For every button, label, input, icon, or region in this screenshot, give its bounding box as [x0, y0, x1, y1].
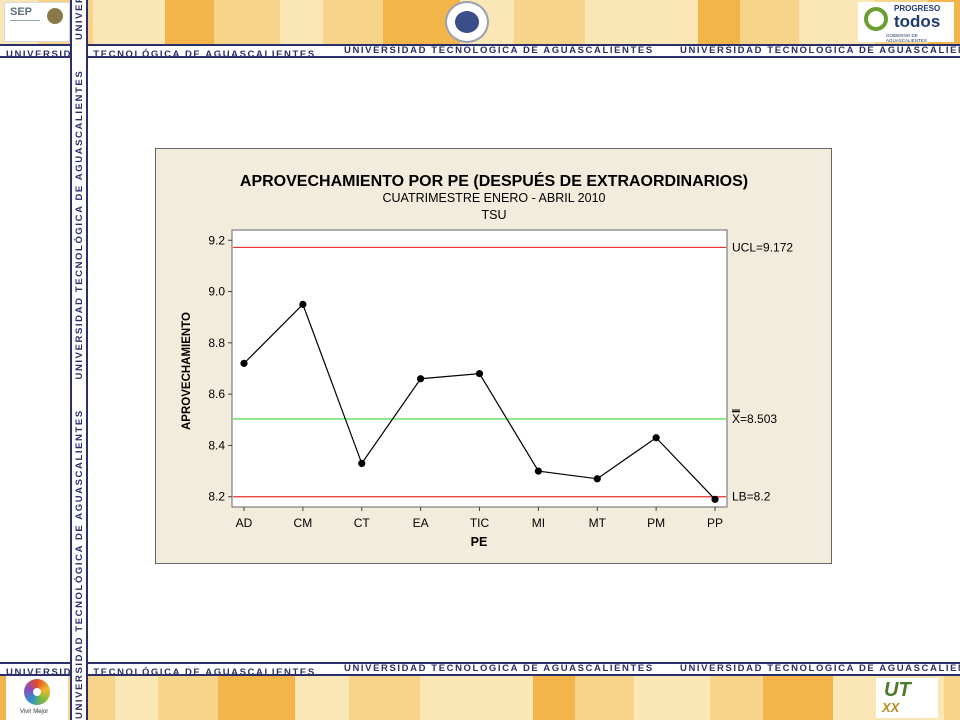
- band-tile: [575, 676, 634, 720]
- x-tick-label: MT: [589, 516, 607, 530]
- y-tick-label: 8.2: [208, 490, 225, 504]
- band-tile: [585, 0, 633, 44]
- control-chart: APROVECHAMIENTO POR PE (DESPUÉS DE EXTRA…: [181, 171, 793, 549]
- band-tile: [468, 676, 533, 720]
- chart-subtitle: CUATRIMESTRE ENERO - ABRIL 2010: [383, 191, 606, 205]
- y-tick-label: 8.4: [208, 438, 225, 452]
- data-point: [711, 495, 719, 503]
- footer-band: [0, 676, 960, 720]
- footer-strip-text-1: UNIVERSIDAD TECNOLÓGICA DE AGUASCALIENTE…: [6, 667, 316, 676]
- data-point: [240, 359, 248, 367]
- header-strip-text-3: UNIVERSIDAD TECNOLÓGICA DE AGUASCALIENTE…: [680, 45, 960, 56]
- vertical-strip: UNIVERSIDAD TECNOLÓGICA DE AGUASCALIENTE…: [70, 0, 88, 720]
- header-strip-text-2: UNIVERSIDAD TECNOLÓGICA DE AGUASCALIENTE…: [344, 45, 654, 56]
- data-point: [593, 475, 601, 483]
- sep-logo: SEP: [4, 2, 70, 42]
- header-strip: UNIVERSIDAD TECNOLÓGICA DE AGUASCALIENTE…: [0, 44, 960, 58]
- band-tile: [833, 676, 880, 720]
- data-point: [417, 375, 425, 383]
- mexico-seal-icon: [47, 8, 63, 24]
- ucl-label: UCL=9.172: [732, 240, 793, 254]
- x-tick-label: PM: [647, 516, 665, 530]
- band-tile: [158, 676, 218, 720]
- band-tile: [633, 0, 698, 44]
- vertical-strip-text: UNIVERSIDAD TECNOLÓGICA DE AGUASCALIENTE…: [74, 0, 85, 719]
- y-tick-label: 8.6: [208, 387, 225, 401]
- xx-logo-text: XX: [882, 700, 900, 715]
- footer-strip-text-2: UNIVERSIDAD TECNOLÓGICA DE AGUASCALIENTE…: [344, 663, 654, 674]
- band-tile: [710, 676, 763, 720]
- series-line: [240, 300, 719, 503]
- university-seal-icon: [445, 1, 489, 43]
- footer-strip: UNIVERSIDAD TECNOLÓGICA DE AGUASCALIENTE…: [0, 662, 960, 676]
- y-axis: 8.2 8.4 8.6 8.8 9.0 9.2: [208, 233, 232, 504]
- x-tick-label: AD: [236, 516, 253, 530]
- y-tick-label: 8.8: [208, 336, 225, 350]
- lcl-label: LB=8.2: [732, 490, 771, 504]
- data-point: [299, 300, 307, 308]
- data-point: [358, 459, 366, 467]
- x-tick-label: TIC: [470, 516, 490, 530]
- data-point: [475, 370, 484, 378]
- footer-strip-text-3: UNIVERSIDAD TECNOLÓGICA DE AGUASCALIENTE…: [680, 663, 960, 674]
- mean-label-symbol: X: [732, 412, 740, 426]
- mean-label: X=8.503: [732, 412, 777, 426]
- band-tile: [280, 0, 323, 44]
- band-tile: [420, 676, 468, 720]
- x-tick-label: MI: [532, 516, 545, 530]
- ut-logo-text: UT: [884, 679, 911, 701]
- band-tile: [218, 676, 295, 720]
- vivir-mejor-label: Vivir Mejor: [20, 709, 49, 715]
- y-tick-label: 9.2: [208, 233, 225, 247]
- x-tick-label: CT: [354, 516, 371, 530]
- band-tile: [323, 0, 383, 44]
- chart-title: APROVECHAMIENTO POR PE (DESPUÉS DE EXTRA…: [240, 171, 748, 190]
- ut-xx-anniversary-logo: UT XX: [876, 678, 938, 718]
- data-point: [652, 434, 660, 442]
- progreso-swirl-icon: [864, 7, 888, 31]
- progreso-para-todos-logo: PROGRESO todos GOBIERNO DE AGUASCALIENTE…: [858, 2, 954, 43]
- band-tile: [944, 676, 960, 720]
- sep-logo-text: SEP: [10, 6, 33, 18]
- band-tile: [698, 0, 740, 44]
- band-tile: [295, 676, 349, 720]
- progreso-logo-line1: PROGRESO: [894, 4, 941, 13]
- vivir-mejor-logo: Vivir Mejor: [6, 676, 68, 720]
- band-tile: [740, 0, 799, 44]
- header-strip-text-1: UNIVERSIDAD TECNOLÓGICA DE AGUASCALIENTE…: [6, 49, 316, 58]
- flower-icon: [24, 679, 50, 705]
- x-tick-label: EA: [413, 516, 429, 530]
- progreso-logo-line2: todos: [894, 12, 941, 31]
- y-axis-label: APROVECHAMIENTO: [181, 312, 193, 430]
- band-tile: [634, 676, 710, 720]
- data-point: [534, 467, 542, 475]
- band-tile: [349, 676, 420, 720]
- control-chart-panel: APROVECHAMIENTO POR PE (DESPUÉS DE EXTRA…: [155, 148, 832, 564]
- band-tile: [533, 676, 575, 720]
- progreso-logo-sub: GOBIERNO DE AGUASCALIENTES: [886, 33, 927, 43]
- band-tile: [165, 0, 214, 44]
- mean-label-value: =8.503: [740, 412, 777, 426]
- plot-area: [231, 229, 728, 508]
- chart-subtitle-2: TSU: [482, 208, 507, 222]
- band-tile: [115, 676, 158, 720]
- band-tile: [214, 0, 280, 44]
- x-axis: AD CM CT EA TIC MI MT PM PP: [236, 507, 723, 530]
- control-lines: UCL=9.172 X=8.503 LB=8.2: [233, 240, 793, 504]
- x-tick-label: CM: [294, 516, 313, 530]
- sep-subtitle-line: [10, 20, 40, 37]
- y-tick-label: 9.0: [208, 285, 225, 299]
- band-tile: [514, 0, 585, 44]
- band-tile: [93, 0, 165, 44]
- x-axis-label: PE: [471, 535, 488, 549]
- x-tick-label: PP: [707, 516, 723, 530]
- band-tile: [763, 676, 833, 720]
